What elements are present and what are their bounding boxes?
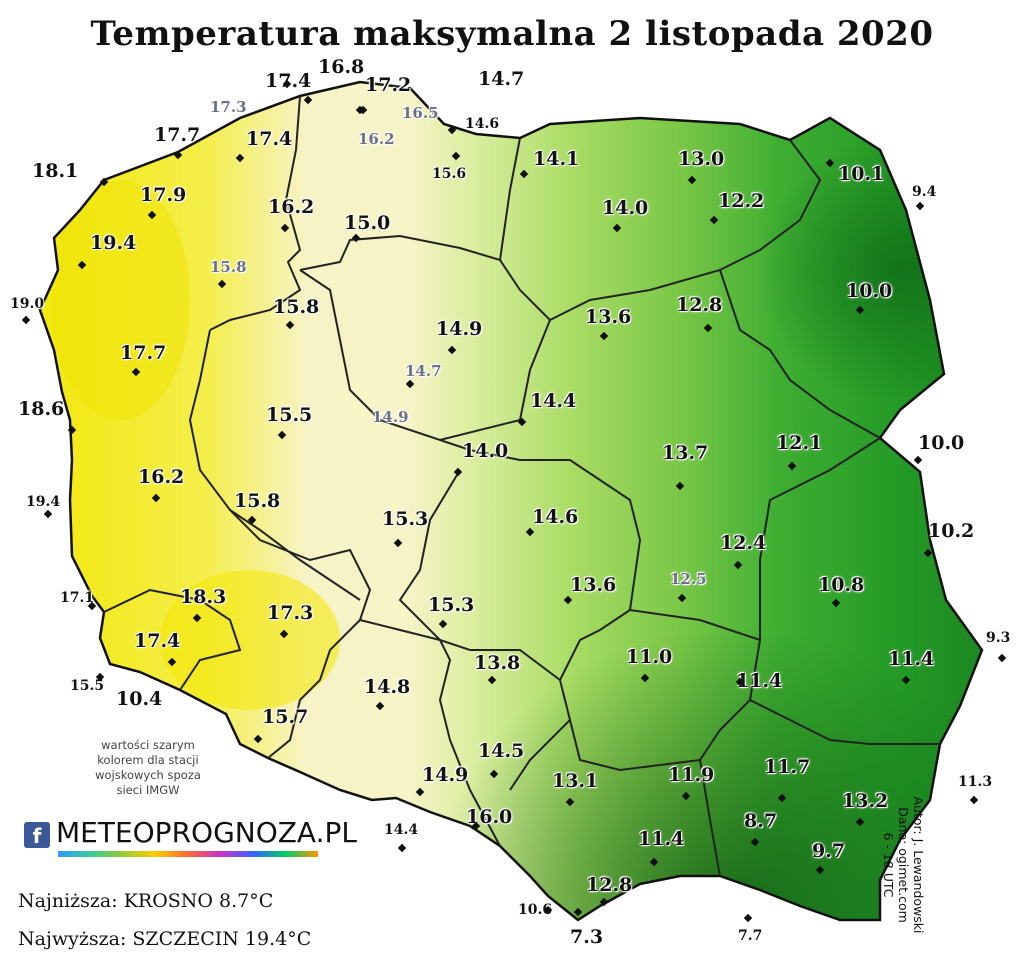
station-temperature: 14.9 bbox=[372, 408, 409, 426]
station-temperature: 16.2 bbox=[358, 130, 395, 148]
station-temperature: 14.0 bbox=[462, 440, 509, 462]
station-temperature: 14.9 bbox=[436, 318, 483, 340]
station-temperature: 11.4 bbox=[638, 828, 685, 850]
station-temperature: 17.1 bbox=[60, 590, 95, 606]
station-temperature: 16.5 bbox=[402, 104, 439, 122]
station-temperature: 13.1 bbox=[552, 770, 599, 792]
station-temperature: 17.4 bbox=[246, 128, 293, 150]
station-temperature: 12.2 bbox=[718, 190, 765, 212]
station-temperature: 11.9 bbox=[668, 764, 715, 786]
station-temperature: 15.5 bbox=[70, 678, 105, 694]
station-temperature: 12.1 bbox=[776, 432, 823, 454]
station-temperature: 7.3 bbox=[570, 926, 604, 948]
station-temperature: 11.4 bbox=[888, 648, 935, 670]
station-temperature: 16.2 bbox=[268, 196, 315, 218]
station-temperature: 10.0 bbox=[846, 280, 893, 302]
station-temperature: 10.8 bbox=[818, 574, 865, 596]
station-temperature: 14.8 bbox=[364, 676, 411, 698]
station-temperature: 17.3 bbox=[267, 602, 314, 624]
station-temperature: 15.8 bbox=[234, 490, 281, 512]
station-temperature: 18.3 bbox=[180, 586, 227, 608]
station-temperature: 14.4 bbox=[384, 822, 419, 838]
station-temperature: 7.7 bbox=[738, 928, 763, 944]
lowest-temperature: Najniższa: KROSNO 8.7°C bbox=[18, 890, 274, 912]
note-line: wojskowych spoza bbox=[95, 768, 201, 782]
station-temperature: 11.7 bbox=[764, 756, 811, 778]
station-temperature: 18.1 bbox=[32, 160, 79, 182]
station-temperature: 14.6 bbox=[532, 506, 579, 528]
station-temperature: 19.4 bbox=[90, 232, 137, 254]
station-temperature: 13.6 bbox=[570, 574, 617, 596]
station-temperature: 13.6 bbox=[585, 306, 632, 328]
station-temperature: 14.5 bbox=[478, 740, 525, 762]
note-line: wartości szarym bbox=[101, 738, 195, 752]
station-temperature: 12.5 bbox=[670, 570, 707, 588]
station-temperature: 10.1 bbox=[838, 163, 885, 185]
station-temperature: 17.3 bbox=[210, 98, 247, 116]
time-range: 6 - 18 UTC bbox=[881, 832, 896, 898]
note-line: kolorem dla stacji bbox=[97, 753, 199, 767]
station-temperature: 14.4 bbox=[530, 390, 577, 412]
station-temperature: 9.7 bbox=[812, 840, 846, 862]
station-temperature: 15.8 bbox=[210, 258, 247, 276]
author-credit: Autor: J. Lewandowski bbox=[911, 796, 926, 934]
station-temperature: 13.0 bbox=[678, 148, 725, 170]
station-temperature: 19.4 bbox=[26, 494, 61, 510]
station-temperature: 14.7 bbox=[405, 362, 442, 380]
station-temperature: 11.4 bbox=[736, 670, 783, 692]
station-temperature: 16.8 bbox=[318, 56, 365, 78]
note-line: sieci IMGW bbox=[116, 783, 180, 797]
station-temperature: 9.4 bbox=[912, 184, 937, 200]
station-temperature: 15.8 bbox=[273, 296, 320, 318]
station-temperature: 13.8 bbox=[474, 652, 521, 674]
station-temperature: 14.0 bbox=[602, 197, 649, 219]
station-temperature: 11.0 bbox=[626, 646, 673, 668]
station-temperature: 17.2 bbox=[365, 74, 412, 96]
station-temperature: 17.7 bbox=[120, 342, 167, 364]
station-temperature: 18.6 bbox=[18, 398, 65, 420]
data-source: Dane: ogimet.com bbox=[896, 807, 911, 923]
station-temperature: 10.0 bbox=[918, 432, 965, 454]
station-temperature: 14.1 bbox=[533, 148, 580, 170]
station-temperature: 13.2 bbox=[842, 790, 889, 812]
credits: Autor: J. Lewandowski Dane: ogimet.com 6… bbox=[881, 795, 926, 935]
logo-color-bar bbox=[58, 851, 318, 857]
station-temperature: 14.6 bbox=[465, 116, 500, 132]
station-temperature: 15.3 bbox=[382, 508, 429, 530]
map-title: Temperatura maksymalna 2 listopada 2020 bbox=[90, 14, 934, 54]
station-temperature: 12.8 bbox=[586, 874, 633, 896]
station-temperature: 19.0 bbox=[10, 296, 45, 312]
highest-temperature: Najwyższa: SZCZECIN 19.4°C bbox=[18, 928, 312, 950]
station-temperature: 17.4 bbox=[134, 630, 181, 652]
station-temperature: 15.0 bbox=[344, 212, 391, 234]
facebook-icon[interactable]: f bbox=[24, 822, 50, 848]
station-temperature: 10.4 bbox=[116, 688, 163, 710]
site-logo[interactable]: METEOPROGNOZA.PL bbox=[56, 816, 357, 849]
station-temperature: 11.3 bbox=[958, 774, 993, 790]
station-temperature: 17.9 bbox=[140, 184, 187, 206]
station-temperature: 13.7 bbox=[662, 442, 709, 464]
station-temperature: 15.7 bbox=[262, 706, 309, 728]
station-temperature: 10.6 bbox=[518, 902, 553, 918]
station-temperature: 10.2 bbox=[928, 520, 975, 542]
station-temperature: 15.5 bbox=[266, 404, 313, 426]
station-temperature: 14.7 bbox=[478, 68, 525, 90]
station-temperature: 15.3 bbox=[428, 594, 475, 616]
military-stations-note: wartości szarym kolorem dla stacji wojsk… bbox=[78, 738, 218, 798]
station-temperature: 14.9 bbox=[422, 764, 469, 786]
station-temperature: 12.4 bbox=[720, 532, 767, 554]
station-temperature: 12.8 bbox=[676, 294, 723, 316]
station-temperature: 17.7 bbox=[154, 124, 201, 146]
station-temperature: 8.7 bbox=[744, 810, 778, 832]
station-temperature: 16.2 bbox=[138, 466, 185, 488]
station-temperature: 9.3 bbox=[986, 630, 1011, 646]
station-temperature: 15.6 bbox=[432, 166, 467, 182]
